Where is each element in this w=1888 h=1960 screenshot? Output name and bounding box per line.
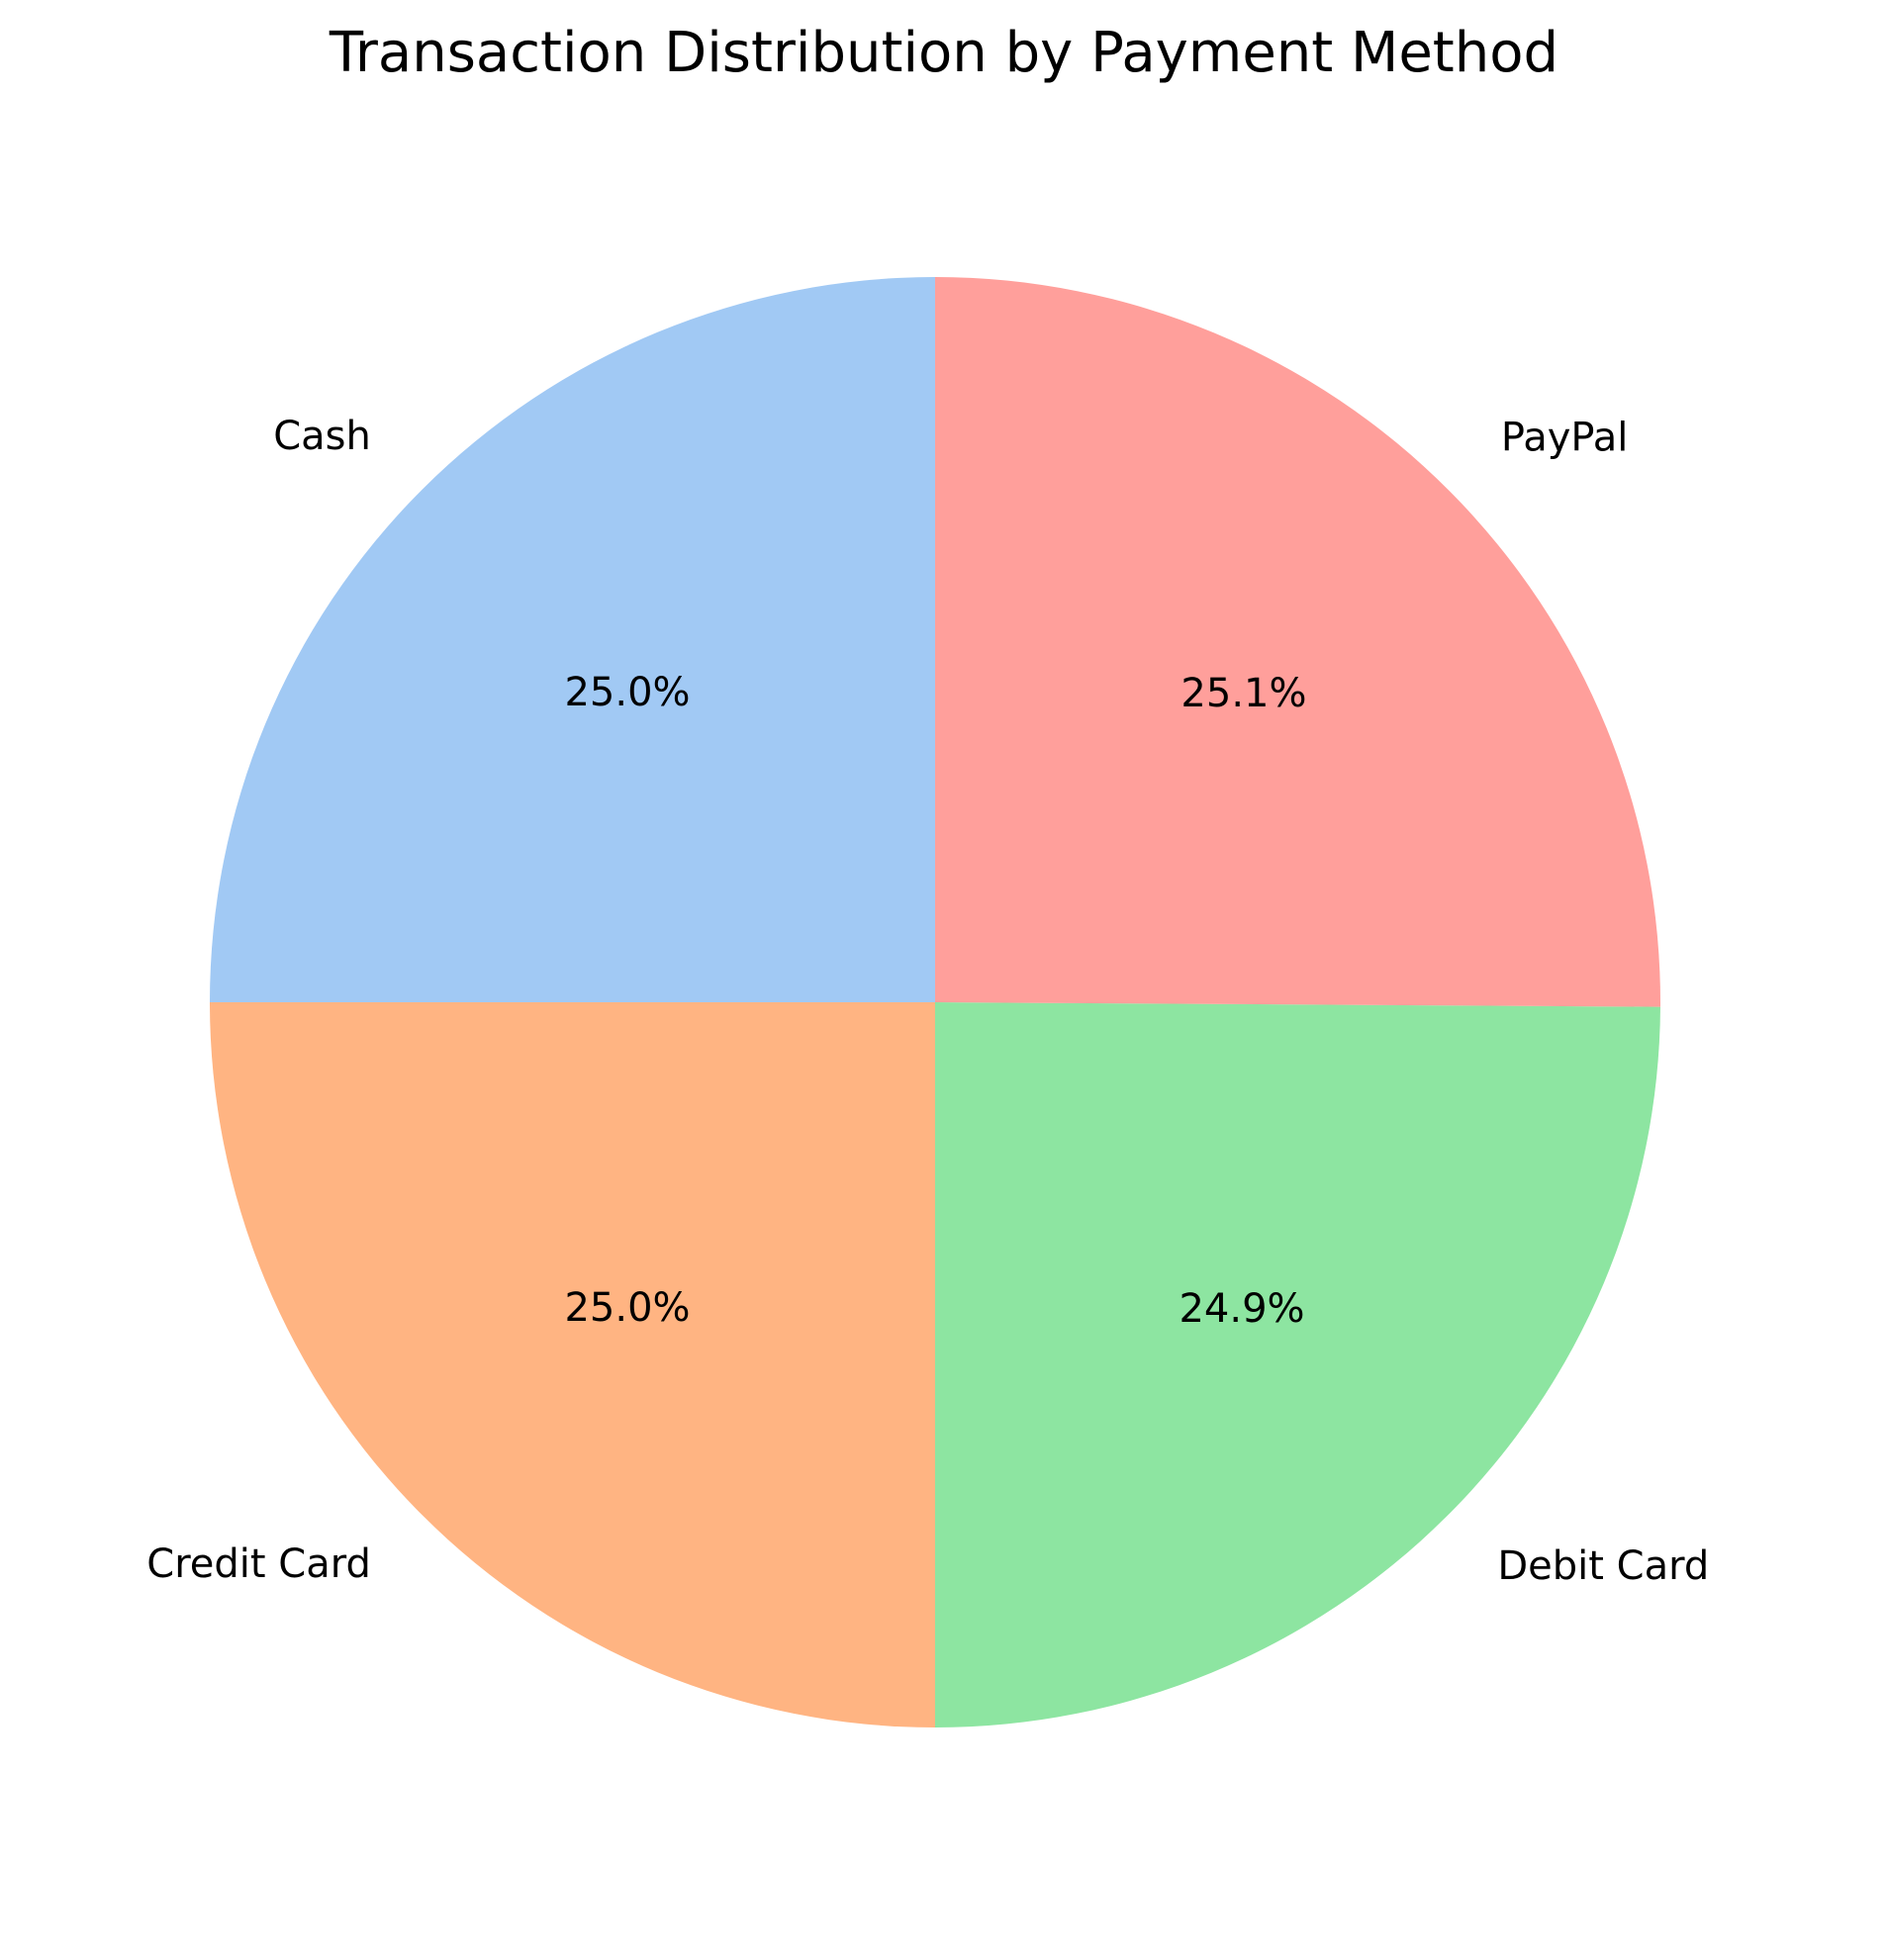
pie-slice-debit-card — [935, 1002, 1660, 1727]
pie-slice-credit-card — [210, 1002, 935, 1727]
pie-slice-paypal — [935, 277, 1660, 1007]
chart-title: Transaction Distribution by Payment Meth… — [329, 21, 1558, 85]
pie-slices — [210, 277, 1660, 1727]
slice-percent-debit-card: 24.9% — [1179, 1286, 1304, 1332]
slice-label-paypal: PayPal — [1501, 416, 1628, 461]
slice-percent-cash: 25.0% — [564, 670, 690, 715]
slice-label-credit-card: Credit Card — [146, 1541, 371, 1587]
pie-slice-cash — [210, 277, 935, 1002]
slice-percent-paypal: 25.1% — [1180, 671, 1306, 716]
pie-labels: Cash 25.0% Credit Card 25.0% Debit Card 24.9%… — [146, 414, 1709, 1589]
slice-percent-credit-card: 25.0% — [564, 1285, 690, 1331]
slice-label-cash: Cash — [273, 414, 371, 459]
slice-label-debit-card: Debit Card — [1497, 1543, 1709, 1589]
